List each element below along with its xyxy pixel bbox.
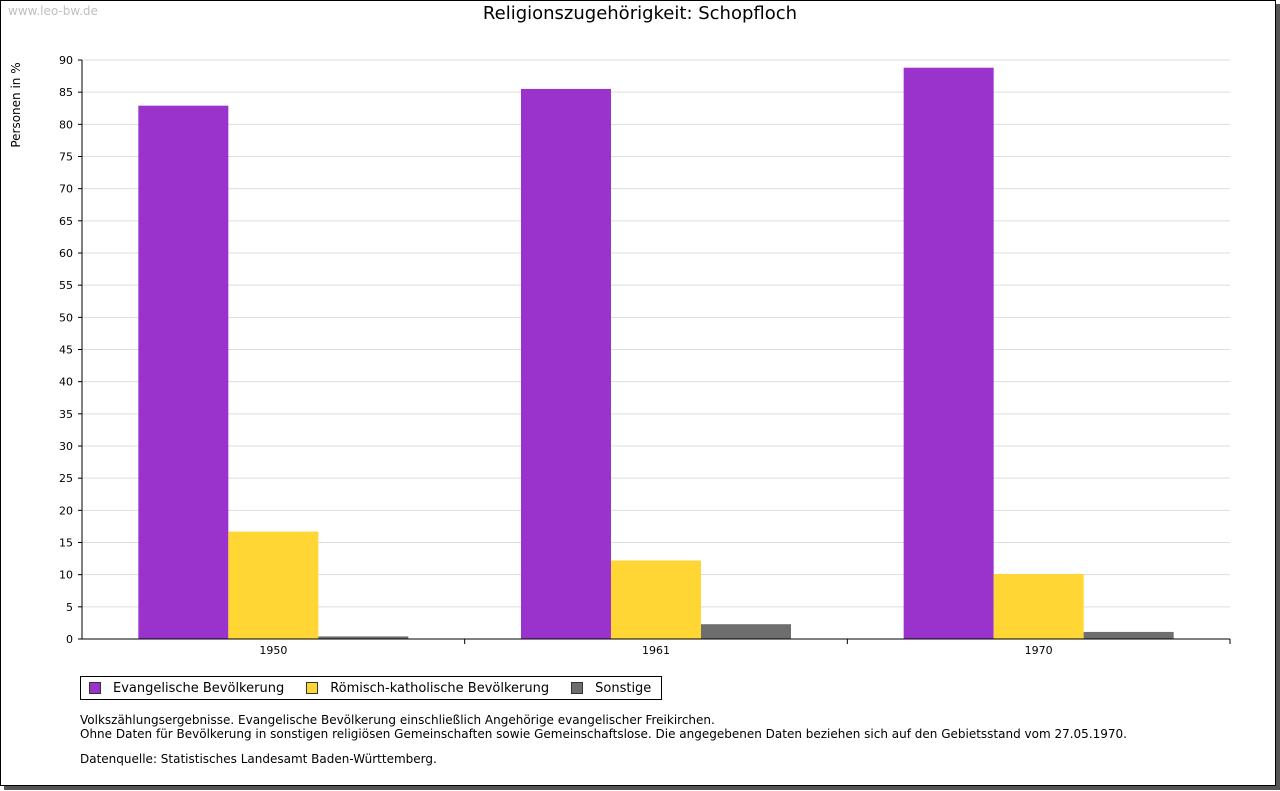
y-tick-label-35: 35 [59, 408, 73, 421]
y-tick-label-15: 15 [59, 537, 73, 550]
legend-label-evangelisch: Evangelische Bevölkerung [113, 680, 285, 696]
y-tick-label-55: 55 [59, 279, 73, 292]
bar-1970-1 [993, 574, 1084, 639]
bar-1961-2 [701, 624, 791, 639]
legend-item-sonstige: Sonstige [571, 681, 651, 696]
bar-1970-0 [903, 67, 994, 640]
legend-label-sonstige: Sonstige [595, 680, 652, 696]
note-line-1: Volkszählungsergebnisse. Evangelische Be… [80, 713, 715, 727]
y-tick-label-70: 70 [59, 183, 73, 196]
bar-1950-2 [318, 636, 409, 639]
y-tick-label-65: 65 [59, 215, 73, 228]
bar-1961-0 [521, 88, 611, 639]
watermark: www.leo-bw.de [8, 4, 98, 18]
data-source: Datenquelle: Statistisches Landesamt Bad… [80, 752, 437, 766]
y-tick-label-40: 40 [59, 376, 73, 389]
y-tick-label-5: 5 [66, 601, 73, 614]
legend-swatch-katholisch [306, 682, 319, 694]
bar-chart: 0 5 10 15 20 25 30 35 40 45 50 55 60 65 70 75 80 85 90 1950… [59, 54, 1231, 657]
y-tick-label-0: 0 [66, 633, 73, 646]
legend-swatch-sonstige [571, 682, 584, 694]
y-tick-label-75: 75 [59, 151, 73, 164]
y-tick-label-25: 25 [59, 472, 73, 485]
bar-1950-1 [228, 531, 319, 639]
x-tick-label-1970: 1970 [1025, 644, 1053, 657]
legend-label-katholisch: Römisch-katholische Bevölkerung [330, 680, 550, 696]
y-tick-label-60: 60 [59, 247, 73, 260]
bar-1970-2 [1083, 631, 1174, 639]
y-tick-label-80: 80 [59, 118, 73, 131]
bar-1961-1 [611, 560, 701, 639]
bar-1950-0 [138, 105, 229, 640]
y-tick-label-30: 30 [59, 440, 73, 453]
y-tick-label-90: 90 [59, 54, 73, 67]
chart-title: Religionszugehörigkeit: Schopfloch [482, 3, 798, 24]
y-tick-label-10: 10 [59, 569, 73, 582]
chart-notes: Volkszählungsergebnisse. Evangelische Be… [80, 713, 1127, 766]
legend-swatch-evangelisch [89, 682, 101, 694]
y-tick-label-85: 85 [59, 86, 73, 99]
y-tick-label-20: 20 [59, 504, 73, 517]
legend: Evangelische Bevölkerung Römisch-katholi… [80, 676, 663, 700]
x-tick-label-1961: 1961 [642, 644, 670, 657]
y-tick-label-50: 50 [59, 311, 73, 324]
legend-item-katholisch: Römisch-katholische Bevölkerung [306, 681, 549, 696]
x-tick-label-1950: 1950 [259, 644, 287, 657]
y-tick-label-45: 45 [59, 344, 73, 357]
legend-item-evangelisch: Evangelische Bevölkerung [89, 681, 284, 696]
note-line-2: Ohne Daten für Bevölkerung in sonstigen … [80, 727, 1127, 741]
